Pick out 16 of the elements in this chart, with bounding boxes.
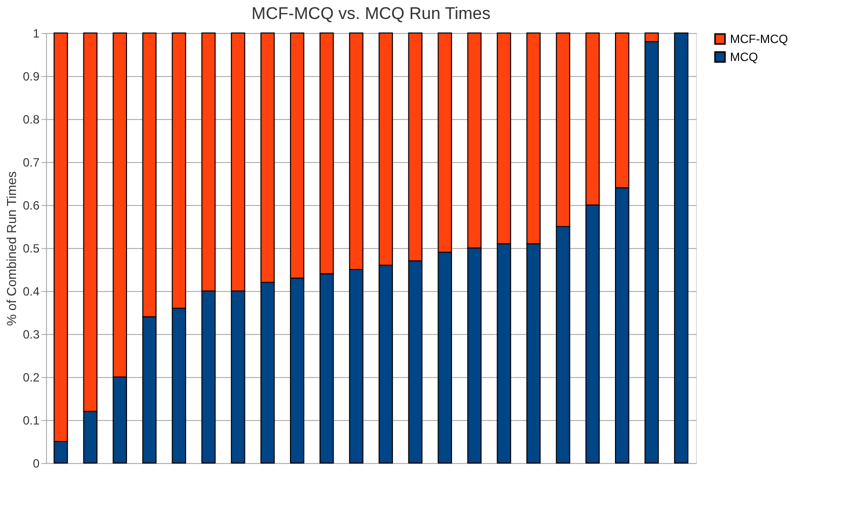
- y-tick-label: 0.7: [22, 156, 40, 170]
- legend-label: MCF-MCQ: [730, 32, 788, 46]
- y-tick-label: 0.6: [22, 198, 40, 212]
- y-axis-title: % of Combined Run Times: [4, 170, 19, 326]
- bar: [674, 32, 688, 464]
- y-tick-label: 0.3: [22, 328, 40, 342]
- y-tick-label: 0.5: [22, 242, 40, 256]
- y-tick-label: 0.4: [22, 284, 40, 298]
- y-tick-label: 1: [32, 26, 40, 40]
- y-tick-label: 0.1: [22, 414, 40, 428]
- y-tick-label: 0.8: [22, 112, 40, 126]
- y-tick-label: 0.9: [22, 70, 40, 84]
- chart-title: MCF-MCQ vs. MCQ Run Times: [252, 4, 490, 23]
- legend-label: MCQ: [730, 50, 758, 64]
- y-tick-label: 0.2: [22, 370, 40, 384]
- y-tick-label: 0: [32, 456, 40, 470]
